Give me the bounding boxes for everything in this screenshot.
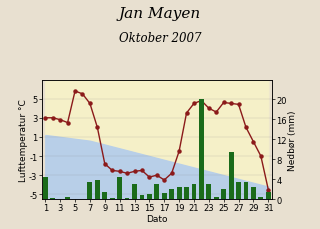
Bar xyxy=(244,182,248,199)
Bar xyxy=(259,197,263,199)
Y-axis label: Lufttemperatur °C: Lufttemperatur °C xyxy=(19,98,28,181)
Bar xyxy=(169,189,174,199)
Bar xyxy=(154,184,159,199)
Bar xyxy=(65,197,70,199)
Bar xyxy=(214,197,219,199)
Bar xyxy=(221,189,226,199)
Bar xyxy=(147,194,152,199)
Bar xyxy=(177,187,181,199)
Y-axis label: Nedbør (mm): Nedbør (mm) xyxy=(288,109,297,170)
Bar xyxy=(110,198,115,199)
Bar xyxy=(266,192,271,199)
Bar xyxy=(50,198,55,199)
Text: Jan Mayen: Jan Mayen xyxy=(119,7,201,21)
Bar xyxy=(125,198,130,199)
Bar xyxy=(236,182,241,199)
Bar xyxy=(206,184,211,199)
Bar xyxy=(140,195,144,199)
Bar xyxy=(162,193,167,199)
Bar xyxy=(199,100,204,199)
Text: Oktober 2007: Oktober 2007 xyxy=(119,32,201,45)
Bar xyxy=(102,192,107,199)
Bar xyxy=(43,177,48,199)
Bar xyxy=(184,187,189,199)
Bar xyxy=(192,184,196,199)
Bar xyxy=(251,187,256,199)
Bar xyxy=(117,177,122,199)
X-axis label: Dato: Dato xyxy=(146,214,168,223)
Bar xyxy=(132,184,137,199)
Bar xyxy=(95,180,100,199)
Bar xyxy=(229,152,234,199)
Bar xyxy=(87,182,92,199)
